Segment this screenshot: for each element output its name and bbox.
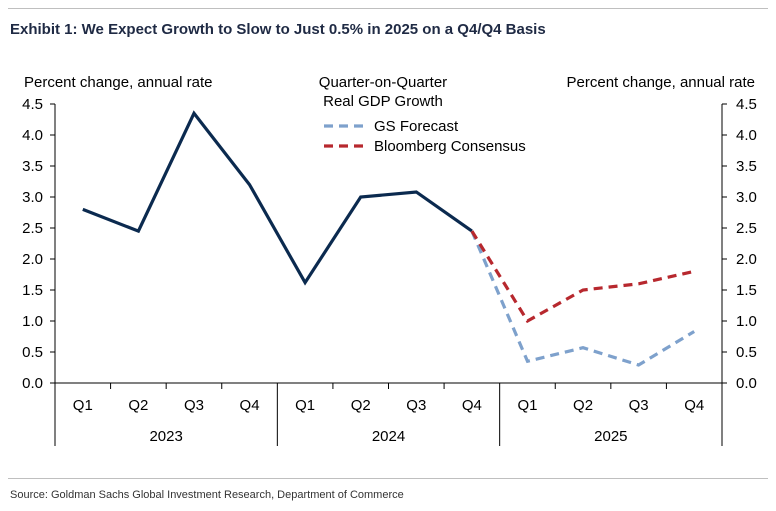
series-line-actual — [82, 110, 473, 286]
left-y-tick-label: 4.5 — [22, 96, 43, 113]
legend-label: GS Forecast — [374, 118, 459, 135]
x-tick-label: Q3 — [184, 397, 204, 414]
right-y-tick-label: 4.0 — [736, 127, 757, 144]
x-tick-label: Q4 — [684, 397, 704, 414]
chart-axes: 0.0 0.0 0.5 0.5 1.0 1.0 1.5 1.5 2.0 2.0 2.5 2.5 3.0 3… — [22, 96, 757, 446]
x-tick-label: Q1 — [517, 397, 537, 414]
left-y-tick-label: 1.5 — [22, 282, 43, 299]
x-tick-label: Q4 — [462, 397, 482, 414]
series-line-gs — [470, 230, 696, 367]
x-tick-label: Q2 — [351, 397, 371, 414]
series-line-bbg — [470, 230, 695, 324]
chart-title-line-1: Quarter-on-Quarter — [319, 74, 447, 91]
top-rule — [8, 8, 768, 9]
left-y-tick-label: 4.0 — [22, 127, 43, 144]
right-y-tick-label: 0.5 — [736, 344, 757, 361]
right-y-tick-label: 3.0 — [736, 189, 757, 206]
x-tick-label: Q3 — [629, 397, 649, 414]
chart-title-line-2: Real GDP Growth — [323, 93, 443, 110]
chart-legend: GS Forecast Bloomberg Consensus — [324, 118, 526, 155]
source-note: Source: Goldman Sachs Global Investment … — [10, 489, 404, 501]
right-y-tick-label: 2.5 — [736, 220, 757, 237]
left-y-tick-label: 3.5 — [22, 158, 43, 175]
chart-series — [82, 110, 696, 367]
x-tick-label: Q4 — [240, 397, 260, 414]
year-label: 2023 — [149, 428, 182, 445]
left-y-tick-label: 0.0 — [22, 375, 43, 392]
x-tick-label: Q3 — [406, 397, 426, 414]
left-y-tick-label: 3.0 — [22, 189, 43, 206]
year-label: 2025 — [594, 428, 627, 445]
right-y-tick-label: 0.0 — [736, 375, 757, 392]
right-y-tick-label: 1.0 — [736, 313, 757, 330]
x-tick-label: Q1 — [73, 397, 93, 414]
right-y-tick-label: 4.5 — [736, 96, 757, 113]
left-y-tick-label: 1.0 — [22, 313, 43, 330]
right-y-tick-label: 3.5 — [736, 158, 757, 175]
year-label: 2024 — [372, 428, 405, 445]
right-axis-label: Percent change, annual rate — [567, 74, 755, 91]
x-tick-label: Q1 — [295, 397, 315, 414]
left-y-tick-label: 2.5 — [22, 220, 43, 237]
x-tick-label: Q2 — [573, 397, 593, 414]
bottom-rule — [8, 478, 768, 479]
right-y-tick-label: 1.5 — [736, 282, 757, 299]
left-y-tick-label: 2.0 — [22, 251, 43, 268]
gdp-growth-chart: 0.0 0.0 0.5 0.5 1.0 1.0 1.5 1.5 2.0 2.0 2.5 2.5 3.0 3… — [22, 74, 757, 446]
x-tick-label: Q2 — [128, 397, 148, 414]
exhibit-title: Exhibit 1: We Expect Growth to Slow to J… — [10, 21, 546, 38]
left-axis-label: Percent change, annual rate — [24, 74, 212, 91]
right-y-tick-label: 2.0 — [736, 251, 757, 268]
legend-label: Bloomberg Consensus — [374, 138, 526, 155]
left-y-tick-label: 0.5 — [22, 344, 43, 361]
